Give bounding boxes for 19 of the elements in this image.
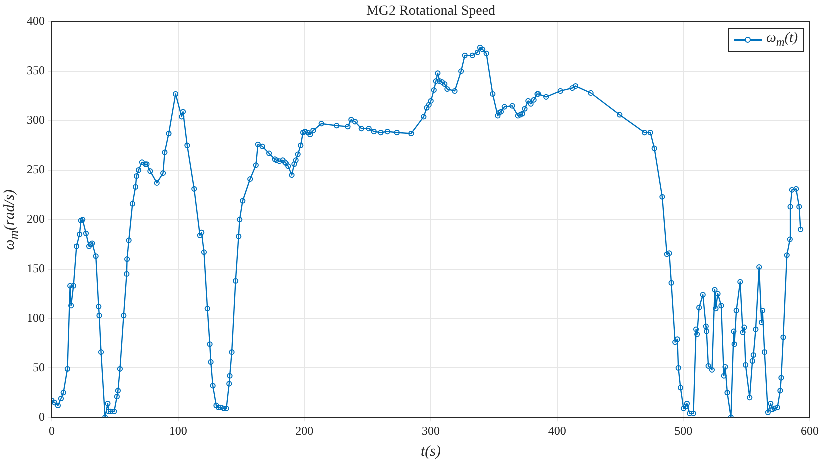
x-tick-label: 300 — [422, 424, 440, 438]
y-tick-label: 300 — [27, 113, 45, 128]
y-tick-label: 150 — [27, 261, 45, 276]
x-tick-label: 600 — [801, 424, 819, 438]
x-tick-label: 0 — [49, 424, 55, 438]
y-tick-label: 50 — [33, 360, 45, 374]
y-tick-label: 250 — [27, 162, 45, 177]
x-tick-label: 200 — [296, 424, 314, 438]
y-tick-label: 200 — [27, 212, 45, 226]
x-axis-title: t(s) — [421, 444, 441, 461]
x-tick-label: 500 — [674, 424, 693, 438]
y-tick-label: 0 — [39, 410, 45, 424]
x-tick-label: 100 — [169, 424, 188, 438]
y-tick-label: 350 — [27, 64, 45, 78]
y-tick-label: 100 — [27, 310, 45, 325]
chart-title: MG2 Rotational Speed — [366, 4, 496, 20]
x-tick-label: 400 — [548, 424, 566, 438]
y-tick-label: 400 — [27, 14, 45, 28]
legend-label: ω$_{m}$(t) — [766, 31, 798, 49]
